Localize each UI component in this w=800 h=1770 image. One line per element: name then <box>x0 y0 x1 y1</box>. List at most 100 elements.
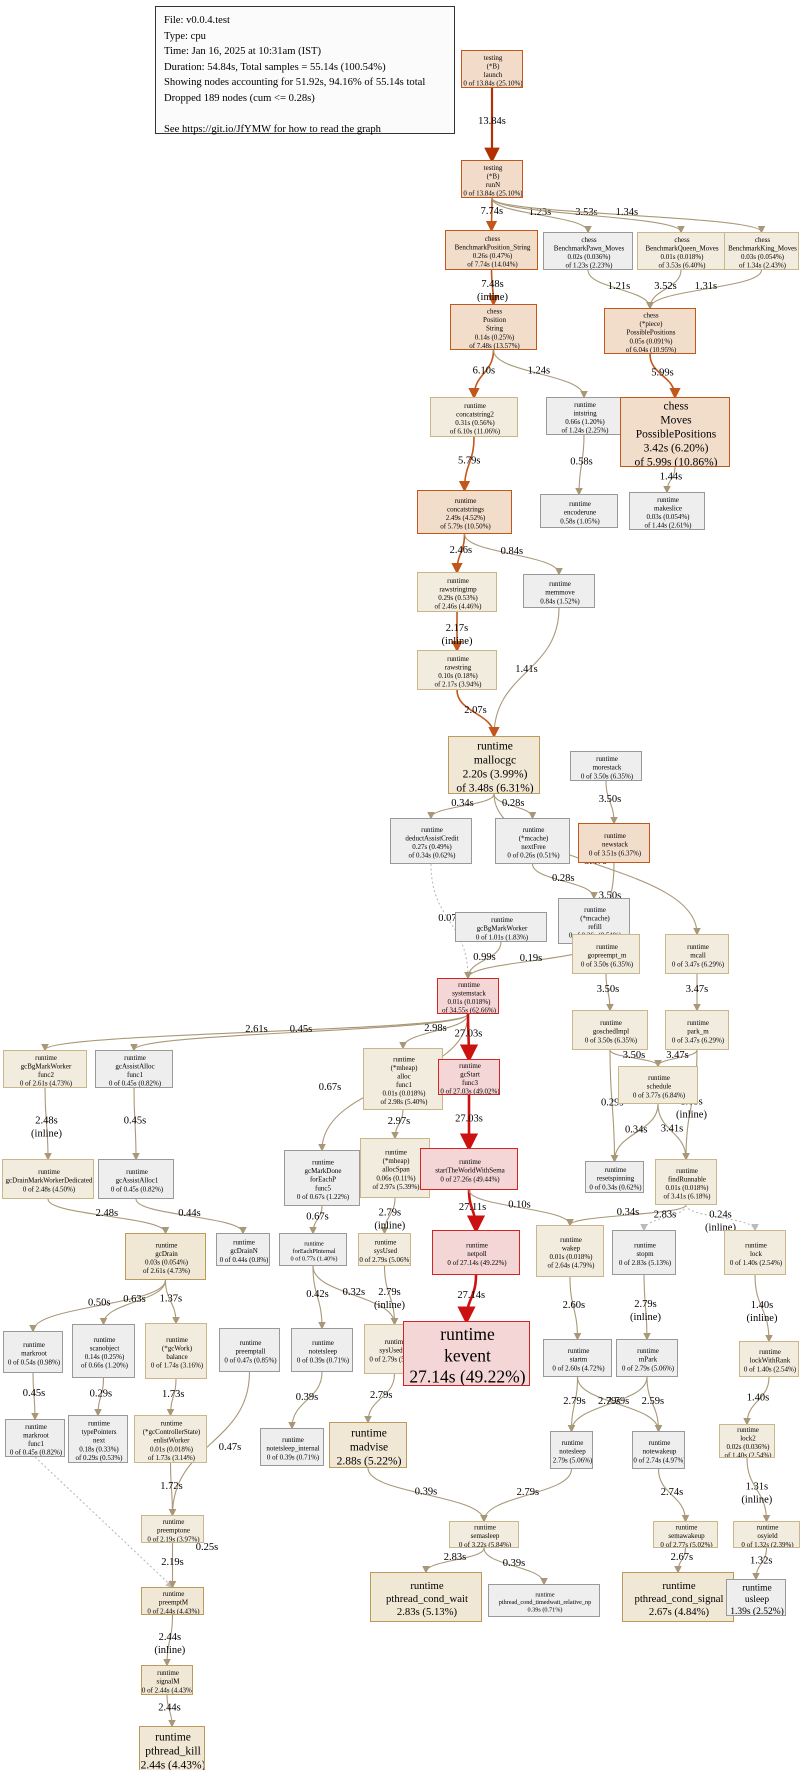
svg-text:func1: func1 <box>396 1081 412 1089</box>
svg-text:0 of 27.14s (49.22%): 0 of 27.14s (49.22%) <box>447 1259 507 1267</box>
svg-text:runtime: runtime <box>687 1019 709 1027</box>
svg-text:runtime: runtime <box>35 1054 57 1062</box>
svg-text:runtime: runtime <box>535 1591 554 1598</box>
svg-text:notesleep: notesleep <box>559 1448 586 1456</box>
svg-text:2.17s: 2.17s <box>446 623 468 634</box>
svg-text:wakep: wakep <box>562 1245 581 1253</box>
svg-text:runtime: runtime <box>88 1420 110 1428</box>
svg-text:0.24s: 0.24s <box>709 1210 731 1221</box>
svg-text:runtime: runtime <box>38 1168 60 1176</box>
svg-text:0.58s (1.05%): 0.58s (1.05%) <box>560 517 600 525</box>
svg-text:runtime: runtime <box>637 1347 659 1355</box>
svg-text:0.01s (0.018%): 0.01s (0.018%) <box>550 1253 594 1261</box>
svg-text:0.01s (0.018%): 0.01s (0.018%) <box>448 998 492 1006</box>
svg-text:runtime: runtime <box>233 1239 255 1247</box>
svg-text:BenchmarkPosition_String: BenchmarkPosition_String <box>455 244 531 252</box>
svg-text:pthread_cond_wait: pthread_cond_wait <box>386 1593 468 1605</box>
svg-text:(inline): (inline) <box>374 1221 405 1232</box>
svg-text:0.02s (0.036%): 0.02s (0.036%) <box>568 253 612 261</box>
svg-text:0.39s: 0.39s <box>503 1558 525 1569</box>
svg-text:0 of 27.03s (49.02%): 0 of 27.03s (49.02%) <box>440 1088 500 1096</box>
svg-text:2.20s (3.99%): 2.20s (3.99%) <box>463 769 528 781</box>
svg-text:lockWithRank: lockWithRank <box>750 1357 791 1365</box>
svg-text:(*gcWork): (*gcWork) <box>162 1345 193 1353</box>
svg-text:0.03s (0.054%): 0.03s (0.054%) <box>145 1259 189 1267</box>
svg-text:runtime: runtime <box>447 655 469 663</box>
svg-text:0.29s: 0.29s <box>90 1389 112 1400</box>
svg-text:preemptM: preemptM <box>159 1599 189 1607</box>
svg-text:runtime: runtime <box>312 1159 334 1167</box>
svg-text:testing: testing <box>484 164 503 172</box>
svg-text:0 of 2.74s (4.97%): 0 of 2.74s (4.97%) <box>633 1456 685 1464</box>
svg-text:func5: func5 <box>315 1184 331 1192</box>
svg-text:runtime: runtime <box>375 1239 397 1247</box>
svg-text:2.44s: 2.44s <box>159 1632 181 1643</box>
svg-text:(inline): (inline) <box>741 1495 772 1506</box>
svg-text:0 of 0.44s (0.8%): 0 of 0.44s (0.8%) <box>220 1256 269 1264</box>
svg-text:of 1.23s (2.23%): of 1.23s (2.23%) <box>565 262 613 270</box>
svg-text:gcDrainMarkWorkerDedicated: gcDrainMarkWorkerDedicated <box>6 1177 93 1185</box>
svg-text:1.73s: 1.73s <box>162 1389 184 1400</box>
svg-text:stopm: stopm <box>636 1250 654 1258</box>
svg-text:2.61s: 2.61s <box>245 1024 267 1035</box>
svg-text:0 of 3.50s (6.35%): 0 of 3.50s (6.35%) <box>585 1036 638 1044</box>
svg-text:0.18s (0.33%): 0.18s (0.33%) <box>79 1445 119 1453</box>
svg-text:2.79s: 2.79s <box>607 1396 629 1407</box>
svg-text:0 of 1.40s (2.54%): 0 of 1.40s (2.54%) <box>744 1365 797 1373</box>
svg-text:pthread_cond_timedwait_relativ: pthread_cond_timedwait_relative_np <box>499 1599 591 1606</box>
svg-text:2.79s: 2.79s <box>598 1396 620 1407</box>
svg-text:nextFree: nextFree <box>521 843 546 851</box>
svg-text:runtime: runtime <box>155 1732 191 1744</box>
svg-text:Moves: Moves <box>660 415 692 427</box>
svg-text:2.19s: 2.19s <box>161 1557 183 1568</box>
svg-text:0 of 27.26s (49.44%): 0 of 27.26s (49.44%) <box>440 1175 500 1183</box>
svg-text:mallocgc: mallocgc <box>474 755 516 767</box>
svg-text:lock2: lock2 <box>740 1435 756 1443</box>
svg-text:usleep: usleep <box>745 1595 770 1605</box>
svg-text:markroot: markroot <box>21 1350 47 1358</box>
svg-text:0 of 0.45s (0.82%): 0 of 0.45s (0.82%) <box>111 1185 164 1193</box>
svg-text:runtime: runtime <box>584 906 606 914</box>
svg-text:func3: func3 <box>462 1079 478 1087</box>
svg-text:0.44s: 0.44s <box>178 1208 200 1219</box>
svg-text:notewakeup: notewakeup <box>643 1448 677 1456</box>
svg-text:1.31s: 1.31s <box>695 281 717 292</box>
svg-text:PossiblePositions: PossiblePositions <box>636 429 717 441</box>
svg-text:0 of 3.51s (6.37%): 0 of 3.51s (6.37%) <box>589 849 642 857</box>
svg-text:runtime: runtime <box>649 1439 671 1447</box>
svg-text:allocSpan: allocSpan <box>382 1166 410 1174</box>
svg-text:of 1.34s (2.43%): of 1.34s (2.43%) <box>739 262 787 270</box>
svg-text:0.67s: 0.67s <box>319 1082 341 1093</box>
svg-text:pthread_cond_signal: pthread_cond_signal <box>634 1593 723 1605</box>
svg-text:3.53s: 3.53s <box>575 207 597 218</box>
svg-text:3.50s: 3.50s <box>623 1050 645 1061</box>
svg-text:mcall: mcall <box>690 952 706 960</box>
svg-text:signalM: signalM <box>157 1678 181 1686</box>
svg-text:systemstack: systemstack <box>452 990 486 998</box>
svg-text:findRunnable: findRunnable <box>668 1176 706 1184</box>
svg-text:rawstringtmp: rawstringtmp <box>439 586 477 594</box>
svg-text:schedule: schedule <box>647 1083 672 1091</box>
svg-text:runtime: runtime <box>282 1436 304 1444</box>
svg-text:0.28s: 0.28s <box>552 873 574 884</box>
svg-text:0 of 0.77s (1.40%): 0 of 0.77s (1.40%) <box>290 1256 337 1263</box>
svg-text:0 of 0.47s (0.85%): 0 of 0.47s (0.85%) <box>224 1356 277 1364</box>
svg-text:27.14s (49.22%): 27.14s (49.22%) <box>409 1367 525 1386</box>
svg-text:sysUsed: sysUsed <box>374 1247 398 1255</box>
svg-text:(inline): (inline) <box>442 636 473 647</box>
svg-text:(inline): (inline) <box>477 292 508 303</box>
svg-text:runtime: runtime <box>156 1241 178 1249</box>
svg-text:runtime: runtime <box>648 1074 670 1082</box>
svg-text:kevent: kevent <box>444 1345 491 1365</box>
svg-text:0.63s: 0.63s <box>123 1294 145 1305</box>
svg-text:2.79s: 2.79s <box>378 1287 400 1298</box>
svg-text:2.88s (5.22%): 2.88s (5.22%) <box>337 1456 402 1468</box>
svg-text:3.50s: 3.50s <box>599 794 621 805</box>
svg-text:runtime: runtime <box>605 1166 627 1174</box>
svg-text:BenchmarkQueen_Moves: BenchmarkQueen_Moves <box>645 245 718 253</box>
svg-text:0 of 2.83s (5.13%): 0 of 2.83s (5.13%) <box>619 1259 672 1267</box>
svg-text:of 1.40s (2.54%): of 1.40s (2.54%) <box>724 1452 772 1459</box>
svg-text:2.98s: 2.98s <box>424 1023 446 1034</box>
svg-text:1.72s: 1.72s <box>160 1481 182 1492</box>
svg-text:2.79s: 2.79s <box>379 1208 401 1219</box>
